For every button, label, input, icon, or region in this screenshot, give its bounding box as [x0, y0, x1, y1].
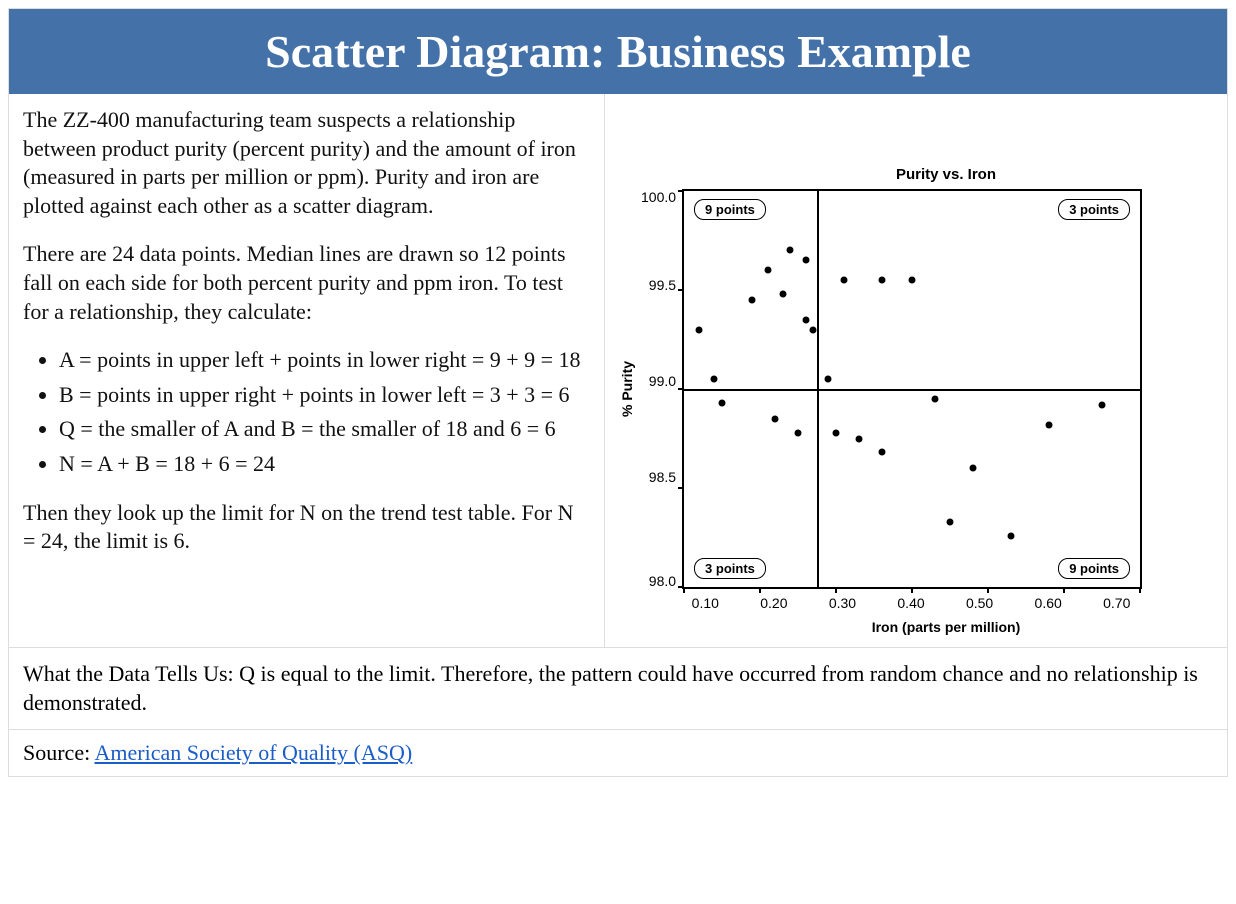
- scatter-point: [931, 395, 938, 402]
- scatter-point: [764, 267, 771, 274]
- quadrant-label: 3 points: [694, 558, 766, 579]
- source-link[interactable]: American Society of Quality (ASQ): [95, 740, 413, 765]
- scatter-point: [1045, 421, 1052, 428]
- quadrant-label: 9 points: [694, 199, 766, 220]
- chart-body: % Purity 100.0 99.5 99.0 98.5 98.0 9 poi…: [613, 189, 1219, 589]
- x-axis-ticks: 0.10 0.20 0.30 0.40 0.50 0.60 0.70: [671, 595, 1151, 611]
- y-axis-label: % Purity: [613, 189, 641, 589]
- main-row: The ZZ-400 manufacturing team suspects a…: [9, 94, 1227, 648]
- scatter-chart: Purity vs. Iron % Purity 100.0 99.5 99.0…: [613, 106, 1219, 635]
- scatter-point: [878, 277, 885, 284]
- x-tick-mark: [835, 587, 837, 593]
- conclusion-row: What the Data Tells Us: Q is equal to th…: [9, 648, 1227, 730]
- list-item: A = points in upper left + points in low…: [59, 346, 590, 375]
- list-item: N = A + B = 18 + 6 = 24: [59, 450, 590, 479]
- source-row: Source: American Society of Quality (ASQ…: [9, 730, 1227, 776]
- scatter-point: [1099, 401, 1106, 408]
- scatter-point: [833, 429, 840, 436]
- x-tick: 0.60: [1014, 595, 1083, 611]
- scatter-point: [696, 326, 703, 333]
- scatter-point: [779, 290, 786, 297]
- scatter-point: [711, 376, 718, 383]
- scatter-point: [840, 277, 847, 284]
- paragraph-3: Then they look up the limit for N on the…: [23, 499, 590, 556]
- slide-container: Scatter Diagram: Business Example The ZZ…: [8, 8, 1228, 777]
- chart-title: Purity vs. Iron: [673, 166, 1219, 183]
- y-axis-ticks: 100.0 99.5 99.0 98.5 98.0: [641, 189, 682, 589]
- x-tick: 0.20: [740, 595, 809, 611]
- scatter-point: [1007, 532, 1014, 539]
- quadrant-label: 3 points: [1058, 199, 1130, 220]
- scatter-point: [909, 277, 916, 284]
- y-tick-mark: [678, 289, 684, 291]
- description-column: The ZZ-400 manufacturing team suspects a…: [9, 94, 605, 647]
- x-tick: 0.10: [671, 595, 740, 611]
- scatter-point: [802, 316, 809, 323]
- y-tick-mark: [678, 586, 684, 588]
- scatter-point: [719, 399, 726, 406]
- median-horizontal-line: [684, 389, 1140, 391]
- scatter-point: [969, 465, 976, 472]
- x-tick-mark: [759, 587, 761, 593]
- y-tick: 98.5: [641, 469, 676, 485]
- y-tick-mark: [678, 487, 684, 489]
- plot-area: 9 points 3 points 3 points 9 points: [682, 189, 1142, 589]
- y-tick: 100.0: [641, 189, 676, 205]
- scatter-point: [825, 376, 832, 383]
- paragraph-2: There are 24 data points. Median lines a…: [23, 240, 590, 326]
- list-item: B = points in upper right + points in lo…: [59, 381, 590, 410]
- x-tick: 0.70: [1082, 595, 1151, 611]
- scatter-point: [947, 518, 954, 525]
- scatter-point: [878, 449, 885, 456]
- slide-title: Scatter Diagram: Business Example: [9, 9, 1227, 94]
- scatter-point: [855, 435, 862, 442]
- quadrant-label: 9 points: [1058, 558, 1130, 579]
- x-tick-mark: [987, 587, 989, 593]
- chart-column: Purity vs. Iron % Purity 100.0 99.5 99.0…: [605, 94, 1227, 647]
- y-tick: 99.5: [641, 277, 676, 293]
- scatter-point: [795, 429, 802, 436]
- paragraph-1: The ZZ-400 manufacturing team suspects a…: [23, 106, 590, 220]
- x-tick-mark: [911, 587, 913, 593]
- scatter-point: [772, 415, 779, 422]
- y-tick-mark: [678, 190, 684, 192]
- x-axis-label: Iron (parts per million): [673, 619, 1219, 635]
- x-tick-mark: [1063, 587, 1065, 593]
- scatter-point: [749, 296, 756, 303]
- x-tick: 0.50: [945, 595, 1014, 611]
- y-tick-mark: [678, 388, 684, 390]
- source-label: Source:: [23, 740, 95, 765]
- list-item: Q = the smaller of A and B = the smaller…: [59, 415, 590, 444]
- calculation-list: A = points in upper left + points in low…: [23, 346, 590, 478]
- x-tick: 0.30: [808, 595, 877, 611]
- x-tick-mark: [1139, 587, 1141, 593]
- scatter-point: [810, 326, 817, 333]
- y-tick: 99.0: [641, 373, 676, 389]
- scatter-point: [787, 247, 794, 254]
- scatter-point: [802, 257, 809, 264]
- x-tick: 0.40: [877, 595, 946, 611]
- y-tick: 98.0: [641, 573, 676, 589]
